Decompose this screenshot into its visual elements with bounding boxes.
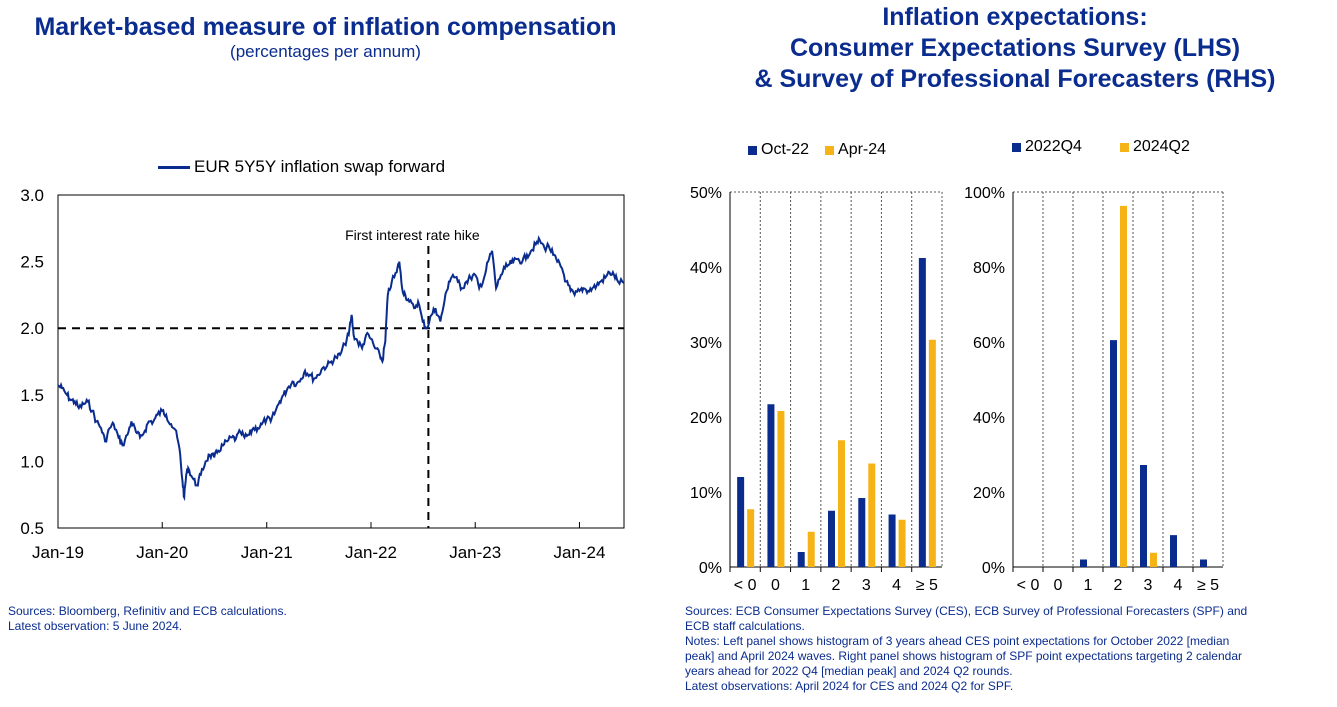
x-tick-label: Jan-19 (32, 543, 84, 562)
plot-frame (57, 194, 625, 529)
spf-x-tick-label: 1 (1084, 577, 1093, 594)
ces-x-tick-label: 3 (862, 577, 871, 594)
ces-y-tick-label: 30% (690, 335, 722, 352)
spf-bar-2024q2 (1120, 205, 1127, 567)
legend-swatch-oct22 (748, 145, 757, 155)
spf-bar-2022q4 (1110, 340, 1117, 567)
spf-y-tick-label: 80% (973, 260, 1005, 277)
right-note-line: Sources: ECB Consumer Expectations Surve… (685, 604, 1248, 618)
spf-y-tick-label: 100% (964, 185, 1005, 202)
legend-label-2022q4: 2022Q4 (1025, 138, 1082, 155)
spf-bar-2022q4 (1200, 559, 1207, 567)
spf-legend: 2022Q4 2024Q2 (1012, 138, 1190, 156)
spf-y-tick-label: 20% (973, 485, 1005, 502)
ces-bar-apr-24 (838, 440, 845, 567)
right-note-line: Latest observations: April 2024 for CES … (685, 679, 1014, 693)
right-note-line: Notes: Left panel shows histogram of 3 y… (685, 634, 1230, 648)
ces-bar-oct-22 (918, 258, 926, 567)
right-note-line: years ahead for 2022 Q4 [median peak] an… (685, 664, 1013, 678)
ces-legend: Oct-22 Apr-24 (748, 141, 886, 159)
x-tick-label: Jan-21 (241, 543, 293, 562)
spf-x-tick-label: < 0 (1017, 577, 1040, 594)
spf-y-tick-label: 40% (973, 410, 1005, 427)
legend-label-oct22: Oct-22 (761, 141, 810, 158)
ces-bar-oct-22 (737, 477, 745, 567)
line-chart-legend: EUR 5Y5Y inflation swap forward (158, 157, 445, 177)
ces-x-tick-label: 0 (771, 577, 780, 594)
left-note-line: Latest observation: 5 June 2024. (8, 619, 183, 633)
spf-x-tick-label: 4 (1174, 577, 1183, 594)
spf-bar-2022q4 (1080, 559, 1087, 567)
y-tick-label: 3.0 (20, 186, 44, 205)
spf-x-tick-label: 2 (1114, 577, 1123, 594)
legend-swatch-apr24 (825, 145, 835, 155)
right-chart-title: Inflation expectations: Consumer Expecta… (690, 2, 1337, 95)
legend-swatch-2024q2 (1119, 142, 1129, 152)
legend-swatch-2022q4 (1012, 142, 1021, 152)
x-tick-label: Jan-22 (345, 543, 397, 562)
legend-line-swatch (158, 165, 190, 169)
ces-bar-apr-24 (807, 531, 815, 567)
y-tick-label: 1.5 (20, 386, 44, 405)
line-chart: 0.5 1.0 1.5 2.0 2.5 3.0 Jan-19 Jan-20 Jan-21 Jan-… (20, 186, 625, 562)
y-tick-label: 1.0 (20, 452, 44, 471)
ces-bar-apr-24 (898, 519, 906, 567)
ces-bar-apr-24 (747, 509, 755, 567)
spf-bar-2024q2 (1150, 552, 1157, 567)
ces-bar-apr-24 (928, 339, 936, 567)
left-chart-title: Market-based measure of inflation compen… (34, 13, 617, 41)
ces-bar-apr-24 (868, 463, 876, 567)
right-note-line: ECB staff calculations. (685, 619, 805, 633)
ces-bar-oct-22 (828, 510, 835, 567)
spf-x-tick-label: ≥ 5 (1197, 577, 1219, 594)
annotation-first-rate-hike: First interest rate hike (345, 227, 480, 243)
left-note-line: Sources: Bloomberg, Refinitiv and ECB ca… (8, 604, 287, 618)
ces-x-tick-label: 1 (801, 577, 810, 594)
y-tick-label: 2.0 (20, 319, 44, 338)
spf-x-tick-label: 3 (1144, 577, 1153, 594)
ces-bar-oct-22 (797, 552, 805, 567)
right-title-line-1: Inflation expectations: (882, 3, 1148, 31)
left-chart-subtitle: (percentages per annum) (230, 42, 421, 61)
x-tick-label: Jan-24 (553, 543, 605, 562)
ces-bar-oct-22 (767, 404, 775, 567)
ces-y-tick-label: 40% (690, 260, 722, 277)
ces-x-tick-label: ≥ 5 (916, 577, 938, 594)
ces-x-tick-label: < 0 (734, 577, 757, 594)
left-sources: Sources: Bloomberg, Refinitiv and ECB ca… (8, 604, 287, 634)
ces-y-tick-label: 20% (690, 410, 722, 427)
legend-label-2024q2: 2024Q2 (1132, 138, 1190, 155)
spf-bar-2022q4 (1170, 535, 1177, 567)
ces-x-tick-label: 2 (832, 577, 841, 594)
x-tick-label: Jan-23 (449, 543, 501, 562)
y-tick-label: 0.5 (20, 519, 44, 538)
right-title-line-3: & Survey of Professional Forecasters (RH… (754, 65, 1276, 93)
right-title-line-2: Consumer Expectations Survey (LHS) (789, 34, 1241, 62)
legend-label-apr24: Apr-24 (838, 141, 887, 158)
right-sources: Sources: ECB Consumer Expectations Surve… (685, 604, 1335, 694)
spf-y-tick-label: 60% (973, 335, 1005, 352)
ces-y-tick-label: 50% (690, 185, 722, 202)
y-tick-label: 2.5 (20, 253, 44, 272)
right-note-line: peak] and April 2024 waves. Right panel … (685, 649, 1242, 663)
spf-y-tick-label: 0% (982, 560, 1005, 577)
ces-x-tick-label: 4 (892, 577, 901, 594)
spf-bar-2022q4 (1140, 465, 1147, 567)
ces-bar-oct-22 (888, 514, 896, 567)
ces-y-tick-label: 0% (699, 560, 722, 577)
x-tick-label: Jan-20 (136, 543, 188, 562)
ces-bar-apr-24 (777, 411, 785, 567)
spf-x-tick-label: 0 (1054, 577, 1063, 594)
legend-line-label: EUR 5Y5Y inflation swap forward (194, 157, 446, 176)
ces-bar-oct-22 (858, 498, 866, 567)
ces-y-tick-label: 10% (690, 485, 722, 502)
series-line-eur-5y5y (57, 235, 625, 502)
